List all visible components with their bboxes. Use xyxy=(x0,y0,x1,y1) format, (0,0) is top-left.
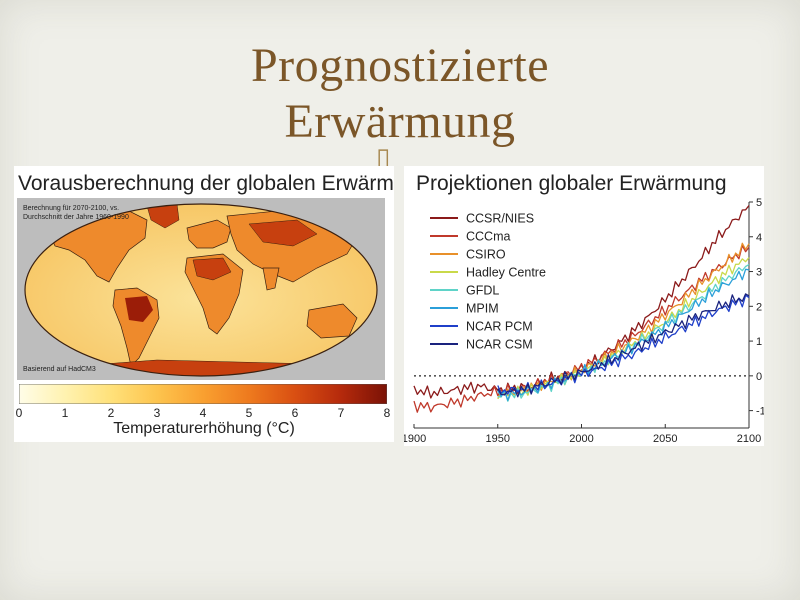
colorbar-tick-1: 1 xyxy=(61,406,69,420)
legend-label-hadley-centre: Hadley Centre xyxy=(466,266,546,280)
x-tick-label-2100: 2100 xyxy=(737,433,761,445)
amazon-hotspot xyxy=(125,296,153,322)
map-outline xyxy=(24,203,378,377)
colorbar-gradient xyxy=(19,384,387,404)
legend-label-ccsr-nies: CCSR/NIES xyxy=(466,212,534,226)
legend-label-gfdl: GFDL xyxy=(466,284,499,298)
legend-label-cccma: CCCma xyxy=(466,230,510,244)
colorbar-tick-8: 8 xyxy=(383,406,391,420)
legend-label-ncar-pcm: NCAR PCM xyxy=(466,320,533,334)
map-credit: Basierend auf HadCM3 xyxy=(23,366,96,373)
map-note: Berechnung für 2070-2100, vs. Durchschni… xyxy=(23,205,129,221)
slide-title: Prognostizierte Erwärmung xyxy=(0,38,800,150)
chart-title: Projektionen globaler Erwärmung xyxy=(416,172,727,195)
continent-india xyxy=(262,267,280,291)
colorbar-tick-4: 4 xyxy=(199,406,207,420)
x-tick-label-2050: 2050 xyxy=(653,433,677,445)
colorbar-tick-6: 6 xyxy=(291,406,299,420)
y-tick-label-4: 4 xyxy=(756,232,762,244)
asia-hotspot xyxy=(248,219,318,247)
colorbar-tick-0: 0 xyxy=(15,406,23,420)
sahara-hotspot xyxy=(192,257,232,281)
y-tick-label-3: 3 xyxy=(756,267,762,279)
projection-chart: Projektionen globaler Erwärmung 1900 1950 2… xyxy=(404,172,764,445)
colorbar-tick-5: 5 xyxy=(245,406,253,420)
legend-label-csiro: CSIRO xyxy=(466,248,506,262)
map-title: Vorausberechnung der globalen Erwärmung xyxy=(18,172,394,195)
legend-label-ncar-csm: NCAR CSM xyxy=(466,338,533,352)
colorbar-tick-2: 2 xyxy=(107,406,115,420)
slide-title-line2: Erwärmung xyxy=(284,95,516,148)
projection-chart-figure: Projektionen globaler Erwärmung 1900 1950 2… xyxy=(404,166,764,446)
series-line-mpim xyxy=(497,268,750,401)
colorbar-tick-3: 3 xyxy=(153,406,161,420)
world-map xyxy=(24,203,378,377)
x-tick-label-2000: 2000 xyxy=(569,433,593,445)
warming-map-figure: Vorausberechnung der globalen Erwärmung xyxy=(14,166,394,442)
series-line-gfdl xyxy=(497,264,750,402)
x-tick-label-1900: 1900 xyxy=(404,433,426,445)
continent-europe xyxy=(186,219,232,249)
y-tick-label-1: 1 xyxy=(756,336,762,348)
colorbar-label: Temperaturerhöhung (°C) xyxy=(113,420,295,437)
series-line-cccma xyxy=(413,244,750,413)
map-area: Berechnung für 2070-2100, vs. Durchschni… xyxy=(17,198,385,380)
y-tick-label-5: 5 xyxy=(756,197,762,209)
y-tick-label--1: -1 xyxy=(756,406,764,418)
slide-title-line1: Prognostizierte xyxy=(250,39,550,92)
colorbar xyxy=(19,384,387,404)
bullet-placeholder-icon: ▯ xyxy=(376,143,391,173)
series-line-ncar-csm xyxy=(497,293,750,398)
x-tick-label-1950: 1950 xyxy=(486,433,510,445)
colorbar-tick-7: 7 xyxy=(337,406,345,420)
legend-label-mpim: MPIM xyxy=(466,302,499,316)
y-tick-label-2: 2 xyxy=(756,301,762,313)
y-tick-label-0: 0 xyxy=(756,371,762,383)
